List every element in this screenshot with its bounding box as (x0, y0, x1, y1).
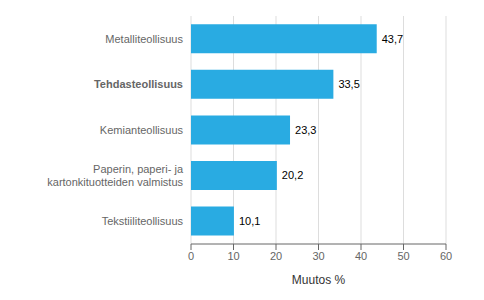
svg-text:20,2: 20,2 (282, 169, 303, 181)
svg-text:33,5: 33,5 (338, 78, 359, 90)
svg-text:Tehdasteollisuus: Tehdasteollisuus (94, 78, 183, 90)
svg-text:50: 50 (397, 250, 409, 262)
svg-text:60: 60 (440, 250, 452, 262)
svg-text:43,7: 43,7 (382, 33, 403, 45)
svg-text:Muutos %: Muutos % (292, 273, 346, 287)
svg-text:0: 0 (188, 250, 194, 262)
svg-text:40: 40 (355, 250, 367, 262)
svg-text:20: 20 (270, 250, 282, 262)
svg-text:Tekstiiliteollisuus: Tekstiiliteollisuus (102, 215, 184, 227)
svg-text:Paperin, paperi- jakartonkituo: Paperin, paperi- jakartonkituotteiden va… (47, 163, 184, 188)
svg-text:Kemianteollisuus: Kemianteollisuus (100, 124, 184, 136)
svg-text:30: 30 (312, 250, 324, 262)
svg-text:10,1: 10,1 (239, 215, 260, 227)
svg-text:Metalliteollisuus: Metalliteollisuus (105, 33, 183, 45)
svg-text:23,3: 23,3 (295, 124, 316, 136)
svg-text:10: 10 (227, 250, 239, 262)
